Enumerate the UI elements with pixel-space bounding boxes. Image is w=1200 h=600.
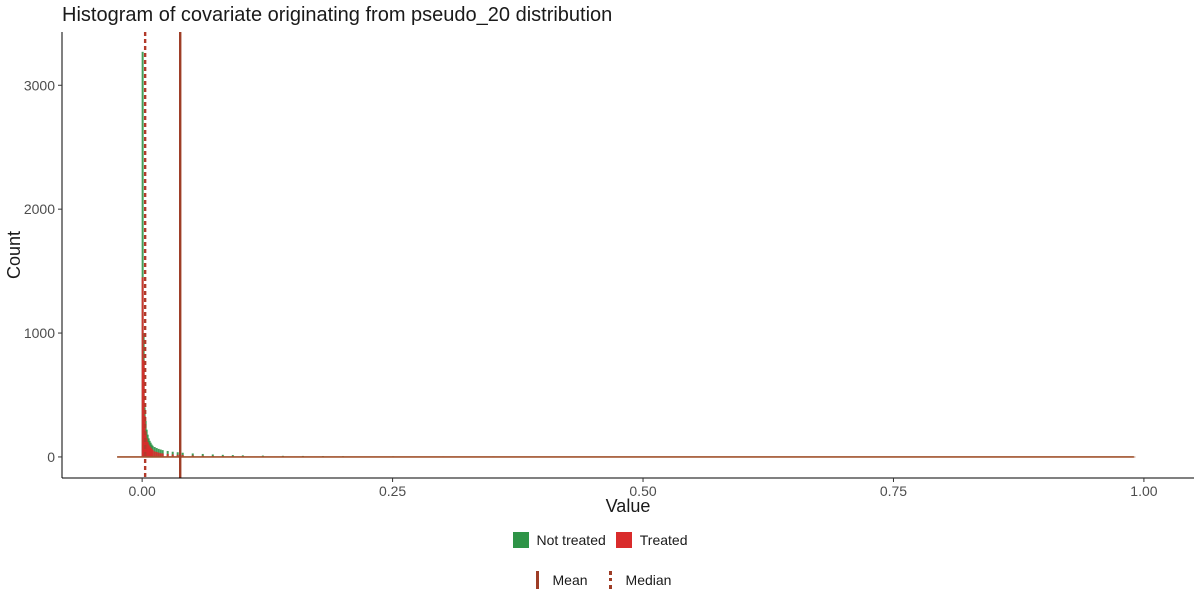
bar-treated xyxy=(147,444,150,457)
bar-treated xyxy=(153,451,156,457)
bar-not-treated xyxy=(211,454,214,457)
bar-treated xyxy=(157,452,160,457)
bar-treated xyxy=(148,446,151,457)
legend-item-not-treated: Not treated xyxy=(512,532,606,548)
legend-key-mean xyxy=(529,570,545,590)
bar-treated xyxy=(142,360,145,457)
y-tick-label: 2000 xyxy=(24,201,55,217)
chart-title: Histogram of covariate originating from … xyxy=(62,4,612,26)
y-axis-label: Count xyxy=(4,231,24,279)
bar-treated xyxy=(150,448,153,457)
bar-not-treated xyxy=(231,455,234,457)
bar-not-treated xyxy=(181,452,184,457)
legend-item-treated: Treated xyxy=(615,532,688,548)
y-tick-label: 3000 xyxy=(24,77,55,93)
x-tick-label: 0.75 xyxy=(880,483,907,499)
bar-not-treated xyxy=(171,451,174,457)
fill-legend: Not treated Treated xyxy=(0,532,1200,548)
bar-not-treated xyxy=(241,455,244,457)
bar-treated xyxy=(149,447,152,457)
x-tick-label: 0.00 xyxy=(129,483,156,499)
bar-treated xyxy=(141,277,144,457)
legend-item-mean: Mean xyxy=(529,570,588,590)
bar-treated xyxy=(1133,456,1136,458)
bar-treated xyxy=(161,453,164,457)
bar-not-treated xyxy=(191,453,194,457)
bar-treated xyxy=(151,450,154,457)
y-tick-label: 1000 xyxy=(24,325,55,341)
legend-label-mean: Mean xyxy=(552,572,588,588)
bar-treated xyxy=(146,442,149,457)
x-tick-label: 0.50 xyxy=(629,483,656,499)
bar-treated xyxy=(166,453,169,457)
x-axis-label: Value xyxy=(606,496,651,516)
y-tick-label: 0 xyxy=(47,449,55,465)
bar-treated xyxy=(144,432,147,457)
bar-treated xyxy=(145,438,148,457)
bar-not-treated xyxy=(201,453,204,457)
bar-not-treated xyxy=(221,454,224,457)
legend-key-median xyxy=(602,570,618,590)
bar-treated xyxy=(159,453,162,457)
bar-treated xyxy=(155,451,158,457)
legend-label-not-treated: Not treated xyxy=(536,532,606,548)
bar-not-treated xyxy=(141,51,144,457)
legend-swatch-not-treated xyxy=(512,532,529,548)
legend-label-treated: Treated xyxy=(639,532,688,548)
legend-swatch-treated xyxy=(615,532,632,548)
bar-treated xyxy=(176,454,179,457)
legend-item-median: Median xyxy=(602,570,672,590)
x-tick-label: 0.25 xyxy=(379,483,406,499)
bar-treated xyxy=(181,455,184,457)
bar-not-treated xyxy=(176,452,179,457)
bar-treated xyxy=(143,416,146,457)
line-legend: Mean Median xyxy=(0,570,1200,590)
bar-treated xyxy=(171,454,174,457)
legend-label-median: Median xyxy=(625,572,672,588)
x-tick-label: 1.00 xyxy=(1130,483,1157,499)
